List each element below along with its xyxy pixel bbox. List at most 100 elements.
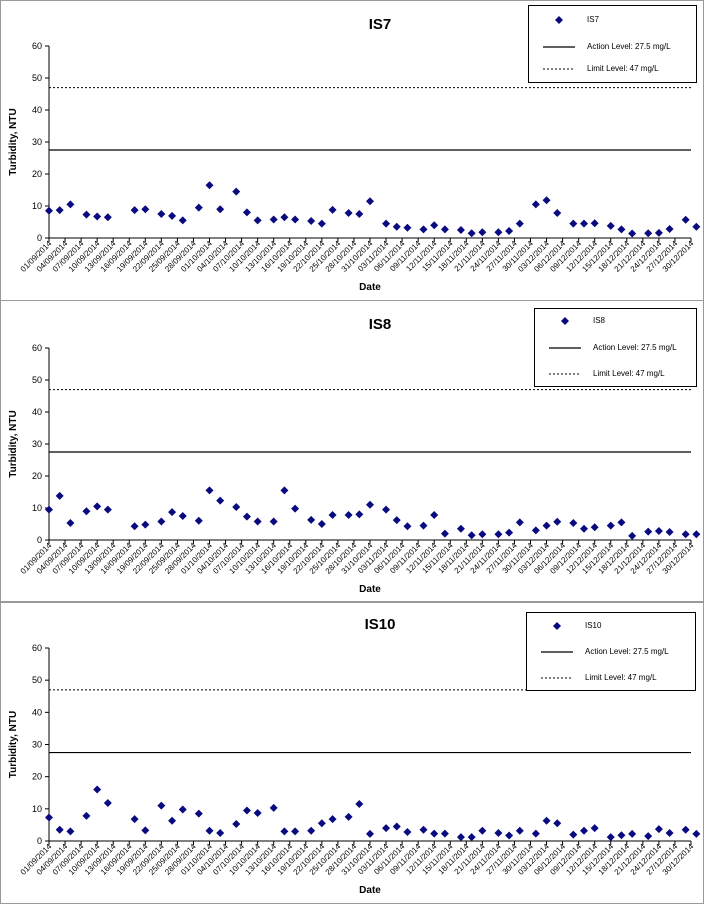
data-point-marker <box>355 800 364 809</box>
data-point-marker <box>55 491 64 500</box>
data-point-marker <box>681 530 690 539</box>
data-point-marker <box>280 213 289 222</box>
legend-limit-label: Limit Level: 47 mg/L <box>585 673 657 682</box>
data-point-marker <box>617 831 626 840</box>
data-point-marker <box>430 511 439 520</box>
data-point-marker <box>440 225 449 234</box>
legend-series-label: IS10 <box>585 621 602 630</box>
data-point-marker <box>531 829 540 838</box>
data-point-marker <box>344 209 353 218</box>
legend-limit-label: Limit Level: 47 mg/L <box>587 64 659 73</box>
data-point-marker <box>242 512 251 521</box>
data-point-marker <box>66 827 75 836</box>
chart-legend: IS10 Action Level: 27.5 mg/L Limit Level… <box>526 612 696 691</box>
data-point-marker <box>590 824 599 833</box>
chart-title: IS8 <box>369 316 392 333</box>
data-point-marker <box>617 518 626 527</box>
y-tick-label: 10 <box>32 201 42 211</box>
data-point-marker <box>665 828 674 837</box>
data-point-marker <box>467 229 476 238</box>
data-point-marker <box>628 829 637 838</box>
data-point-marker <box>205 826 214 835</box>
data-point-marker <box>505 831 514 840</box>
data-point-marker <box>382 824 391 833</box>
data-point-marker <box>168 508 177 517</box>
data-point-marker <box>82 210 91 219</box>
data-point-marker <box>168 211 177 220</box>
data-point-marker <box>403 827 412 836</box>
y-tick-label: 40 <box>32 105 42 115</box>
y-tick-label: 10 <box>32 804 42 814</box>
data-point-marker <box>590 219 599 228</box>
data-point-marker <box>307 515 316 524</box>
data-point-marker <box>606 521 615 530</box>
data-point-marker <box>403 223 412 232</box>
data-point-marker <box>157 801 166 810</box>
data-point-marker <box>55 825 64 834</box>
data-point-marker <box>45 813 53 822</box>
data-point-marker <box>644 527 653 536</box>
data-point-marker <box>205 486 214 495</box>
chart-panel-is7: IS7 Turbidity, NTU 0 10 20 30 40 50 60 01/09/2014… <box>0 0 704 301</box>
data-point-marker <box>103 799 112 808</box>
legend-action-label: Action Level: 27.5 mg/L <box>585 647 669 656</box>
data-point-marker <box>580 826 588 835</box>
data-point-marker <box>440 829 449 838</box>
data-point-marker <box>606 221 615 230</box>
legend-entry-limit: Limit Level: 47 mg/L <box>529 62 696 76</box>
data-point-marker <box>328 815 337 824</box>
data-point-marker <box>291 215 300 224</box>
legend-entry-action: Action Level: 27.5 mg/L <box>535 341 696 355</box>
data-point-marker <box>654 825 663 834</box>
y-tick-label: 40 <box>32 407 42 417</box>
y-tick-label: 30 <box>32 439 42 449</box>
data-point-marker <box>291 504 300 513</box>
data-point-marker <box>366 829 374 838</box>
data-point-marker <box>344 812 353 821</box>
data-point-marker <box>141 826 150 835</box>
data-point-marker <box>317 219 326 228</box>
y-tick-label: 50 <box>32 73 42 83</box>
data-point-marker <box>194 809 203 818</box>
y-tick-label: 10 <box>32 503 42 513</box>
data-point-marker <box>617 225 626 234</box>
data-point-marker <box>216 496 225 505</box>
x-axis-label: Date <box>359 584 381 595</box>
data-point-marker <box>692 222 701 231</box>
data-point-marker <box>392 822 401 831</box>
y-tick-label: 0 <box>37 836 42 846</box>
data-point-marker <box>456 524 465 533</box>
data-point-marker <box>692 530 701 539</box>
data-point-marker <box>580 524 588 533</box>
data-point-marker <box>194 516 203 525</box>
data-point-marker <box>253 216 262 225</box>
legend-limit-label: Limit Level: 47 mg/L <box>593 369 665 378</box>
data-point-marker <box>505 528 514 537</box>
data-point-marker <box>467 531 476 540</box>
data-point-marker <box>141 520 150 529</box>
data-point-marker <box>157 210 166 218</box>
chart-title: IS7 <box>369 16 392 33</box>
data-point-marker <box>467 833 476 842</box>
data-point-marker <box>553 819 562 828</box>
data-point-marker <box>242 208 251 217</box>
legend-action-label: Action Level: 27.5 mg/L <box>587 42 671 51</box>
y-tick-label: 20 <box>32 772 42 782</box>
data-point-marker <box>494 228 503 237</box>
legend-dashed-line <box>543 68 575 70</box>
chart-legend: IS8 Action Level: 27.5 mg/L Limit Level:… <box>534 308 697 387</box>
data-point-marker <box>515 219 524 228</box>
data-point-marker <box>515 826 524 835</box>
data-point-marker <box>103 213 112 222</box>
data-point-marker <box>178 216 187 225</box>
y-axis-label: Turbidity, NTU <box>8 108 19 175</box>
data-point-marker <box>382 505 391 514</box>
y-tick-label: 50 <box>32 675 42 685</box>
data-point-marker <box>681 215 690 224</box>
data-point-marker <box>103 505 112 514</box>
data-point-marker <box>478 826 487 835</box>
data-point-marker <box>590 523 599 532</box>
legend-entry-series: IS7 <box>529 13 696 27</box>
